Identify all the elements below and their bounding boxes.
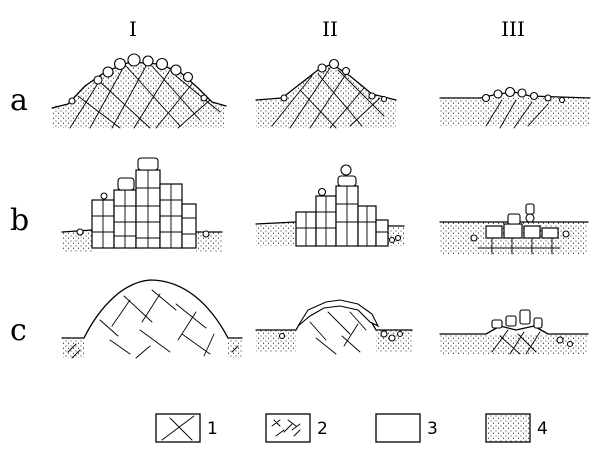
legend-item-1: 1 <box>155 413 218 443</box>
sketch-b-III <box>439 203 589 255</box>
sketch-c-I <box>61 279 243 359</box>
legend-swatch-4 <box>485 413 531 443</box>
sketch-c-III <box>439 309 589 355</box>
legend-label-1: 1 <box>207 419 218 439</box>
sketch-a-III <box>439 86 591 129</box>
row-label-b: b <box>10 203 29 238</box>
row-label-a: a <box>10 83 28 118</box>
row-label-c: c <box>10 313 27 348</box>
sketch-b-II <box>255 164 405 247</box>
sketch-a-II <box>255 58 397 129</box>
sketch-b-I <box>61 157 223 252</box>
legend-swatch-3 <box>375 413 421 443</box>
column-label-3: III <box>501 17 525 41</box>
column-label-1: I <box>129 17 137 41</box>
sketch-a-I <box>51 53 227 129</box>
legend-label-2: 2 <box>317 419 328 439</box>
legend-item-3: 3 <box>375 413 438 443</box>
legend: 1 2 3 4 <box>155 413 548 443</box>
column-label-2: II <box>322 17 338 41</box>
legend-label-3: 3 <box>427 419 438 439</box>
sketch-c-II <box>255 299 413 355</box>
legend-label-4: 4 <box>537 419 548 439</box>
legend-item-4: 4 <box>485 413 548 443</box>
legend-item-2: 2 <box>265 413 328 443</box>
